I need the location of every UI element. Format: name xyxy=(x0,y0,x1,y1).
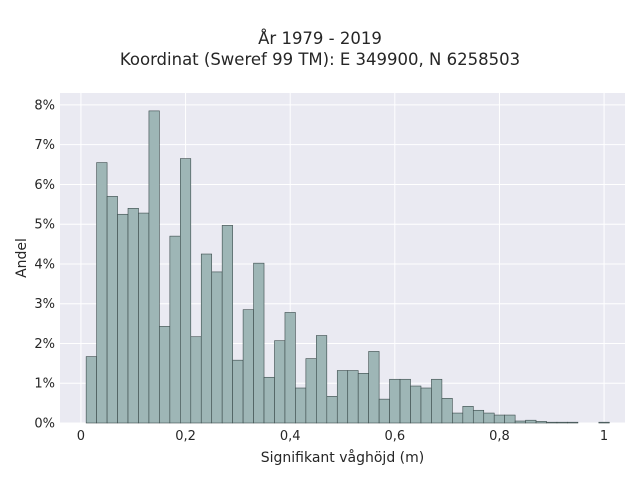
histogram-bar xyxy=(316,335,328,424)
histogram-bar xyxy=(462,406,474,424)
histogram-bar xyxy=(242,309,254,424)
histogram-bar xyxy=(127,208,139,424)
histogram-bar xyxy=(431,378,443,424)
y-tick-label: 4% xyxy=(34,257,55,272)
histogram-bar xyxy=(106,196,118,424)
histogram-bar xyxy=(305,358,317,424)
chart-title: År 1979 - 2019 xyxy=(258,29,382,48)
histogram-bar xyxy=(525,419,537,424)
histogram-bar xyxy=(295,387,307,424)
histogram-bar xyxy=(274,340,286,424)
histogram-bar xyxy=(180,158,192,424)
histogram-bar xyxy=(389,378,401,424)
histogram-bar xyxy=(159,326,171,424)
y-axis-label: Andel xyxy=(14,238,30,278)
histogram-bar xyxy=(232,359,244,424)
y-tick-label: 1% xyxy=(34,377,55,392)
histogram-bar xyxy=(200,253,213,424)
x-axis-ticks: 0 0,2 0,4 0,6 0,8 1 xyxy=(77,429,608,444)
histogram-bar xyxy=(504,414,516,424)
histogram-bar xyxy=(253,262,265,424)
histogram-bar xyxy=(138,212,150,424)
x-tick-label: 0 xyxy=(77,429,85,444)
x-tick-label: 0,6 xyxy=(384,429,405,444)
histogram-bar xyxy=(117,213,129,424)
histogram-bar xyxy=(493,414,505,424)
x-tick-label: 0,2 xyxy=(175,429,196,444)
y-tick-label: 8% xyxy=(34,98,55,113)
histogram-bar xyxy=(169,235,181,424)
y-axis-ticks: 0% 1% 2% 3% 4% 5% 6% 7% 8% xyxy=(34,98,55,431)
histogram-bar xyxy=(556,421,568,424)
y-tick-label: 2% xyxy=(34,337,55,352)
histogram-bar xyxy=(514,420,526,424)
histogram-bar xyxy=(399,378,411,424)
histogram-bar xyxy=(148,110,160,424)
histogram-bar xyxy=(85,356,97,424)
histogram-bar xyxy=(567,421,579,424)
histogram-bar xyxy=(535,421,547,424)
y-tick-label: 3% xyxy=(34,297,55,312)
histogram-bar xyxy=(441,398,453,424)
histogram-bar xyxy=(357,373,369,424)
y-tick-label: 6% xyxy=(34,178,55,193)
histogram-bar xyxy=(326,396,338,424)
histogram-bar xyxy=(378,398,390,424)
bars xyxy=(85,110,610,424)
x-axis-label: Signifikant våghöjd (m) xyxy=(261,449,424,466)
histogram-bar xyxy=(263,376,275,424)
x-tick-label: 0,4 xyxy=(280,429,301,444)
histogram-bar xyxy=(190,336,202,424)
histogram-bar xyxy=(483,412,495,424)
histogram-bar xyxy=(347,370,359,424)
x-tick-label: 0,8 xyxy=(489,429,510,444)
chart-subtitle: Koordinat (Sweref 99 TM): E 349900, N 62… xyxy=(119,50,521,69)
histogram-bar xyxy=(96,162,108,424)
histogram-bar xyxy=(211,271,223,424)
histogram-bar xyxy=(368,351,380,424)
histogram-bar xyxy=(452,412,464,424)
y-tick-label: 7% xyxy=(34,138,55,153)
histogram-bar xyxy=(410,385,422,424)
y-tick-label: 5% xyxy=(34,218,55,233)
histogram-bar xyxy=(336,370,349,424)
histogram-bar xyxy=(472,409,485,424)
histogram-bar xyxy=(284,312,296,424)
histogram-bar xyxy=(598,421,610,424)
histogram-bar xyxy=(221,225,233,424)
histogram-bar xyxy=(420,387,432,424)
x-tick-label: 1 xyxy=(600,429,608,444)
y-tick-label: 0% xyxy=(34,417,55,432)
histogram-bar xyxy=(546,421,558,424)
